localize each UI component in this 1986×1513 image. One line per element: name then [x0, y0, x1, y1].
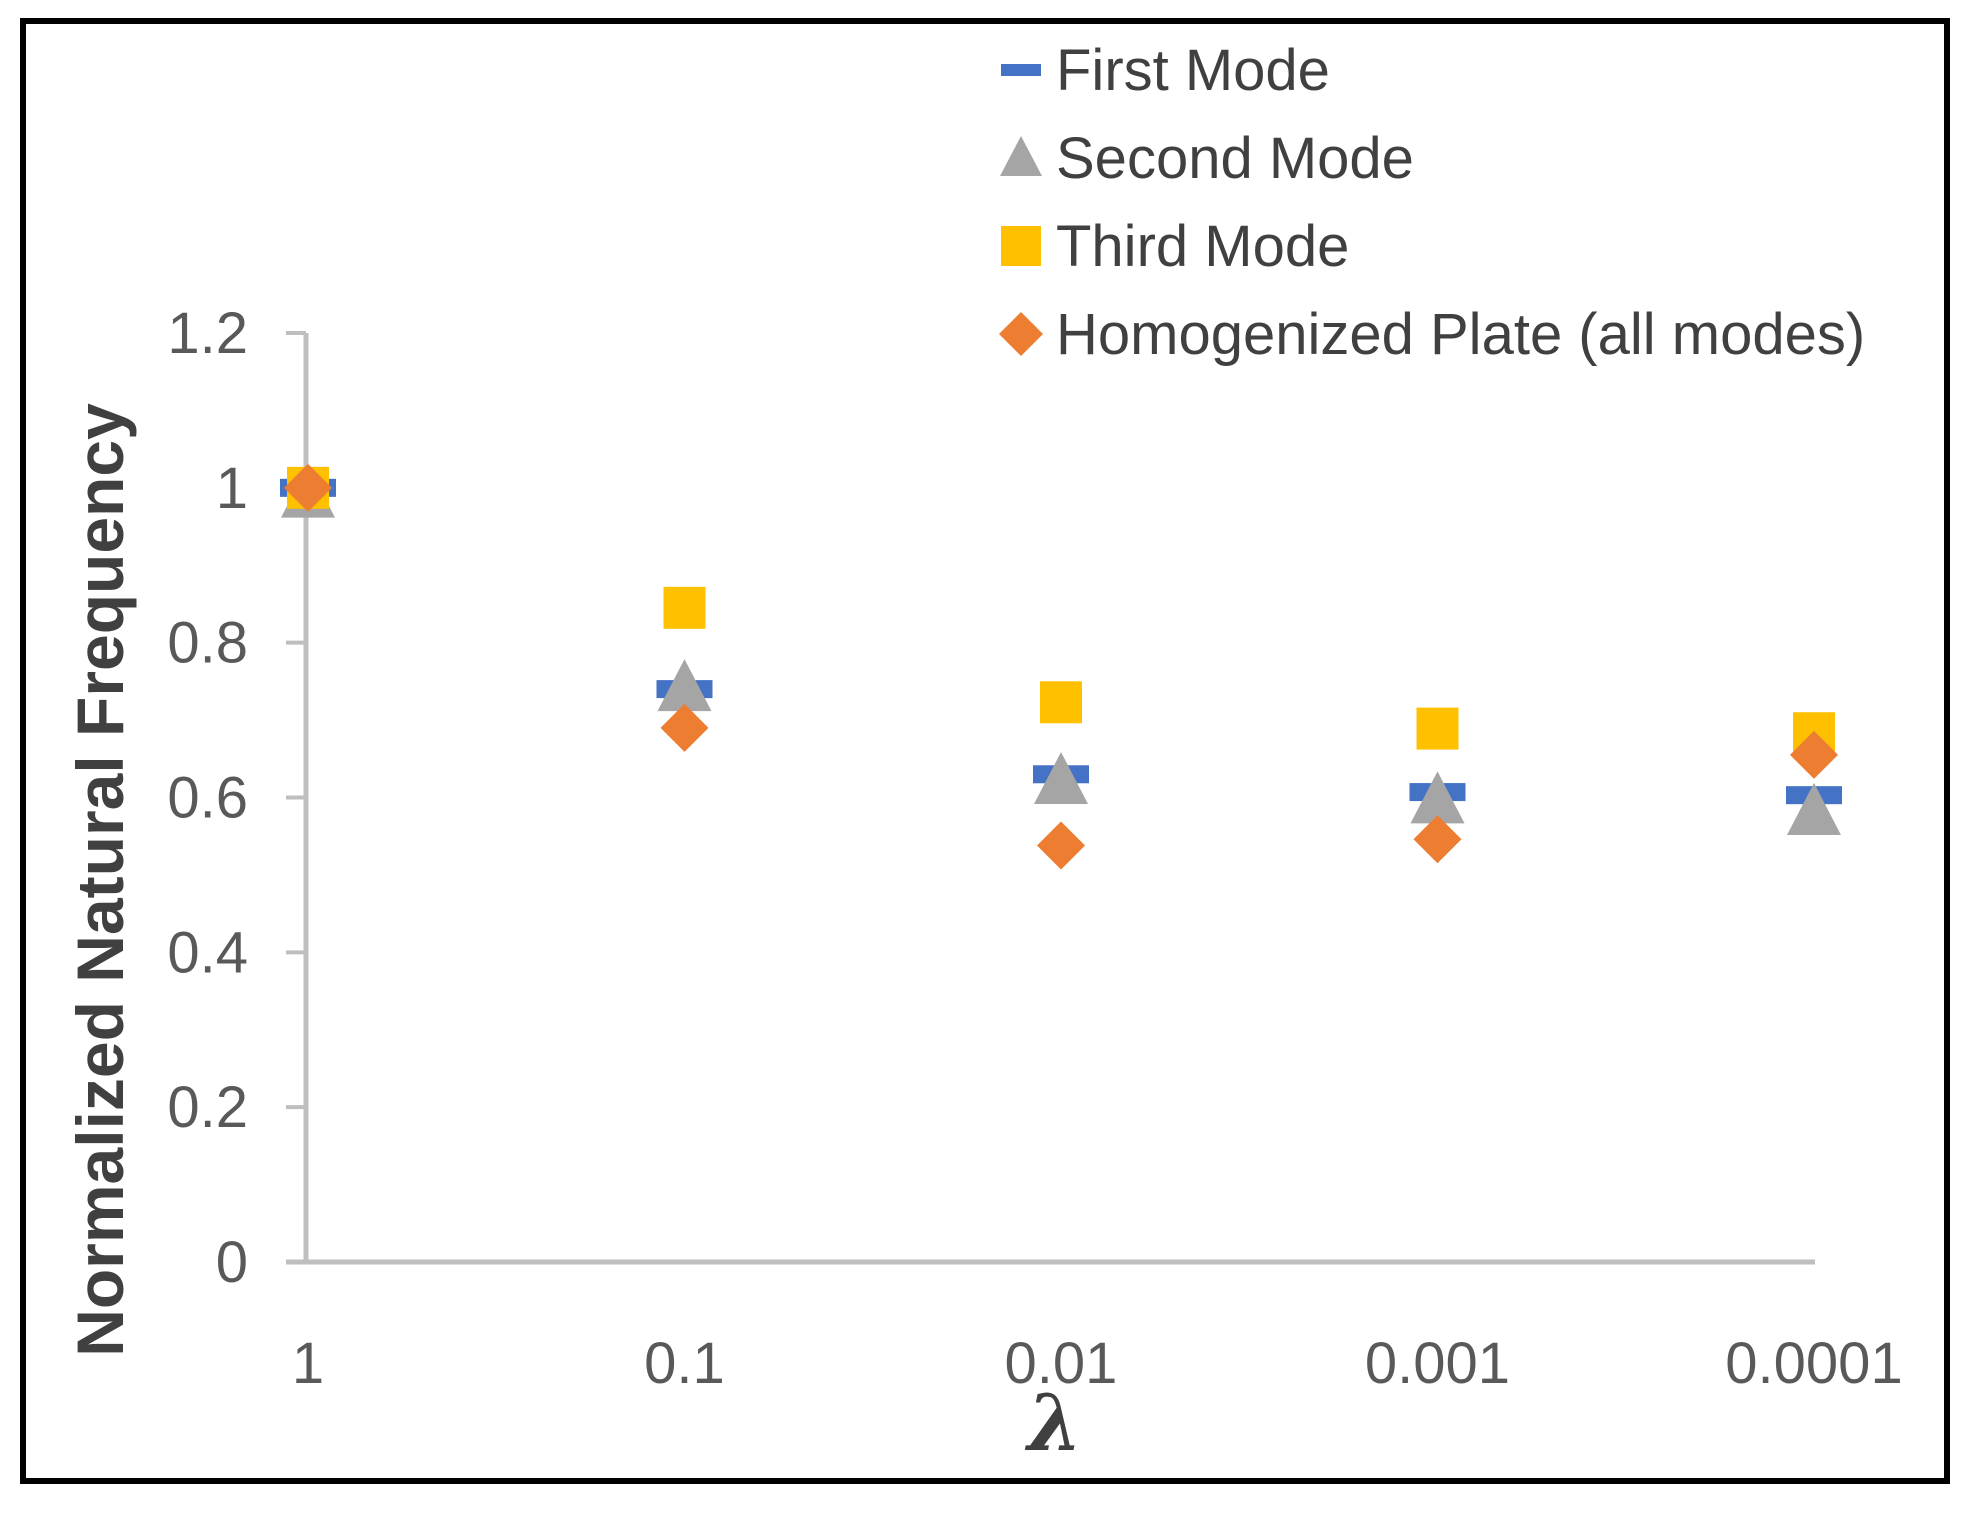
legend-marker-square [1001, 226, 1041, 266]
legend-marker-diamond [999, 312, 1043, 356]
legend-label: Second Mode [1056, 126, 1414, 191]
x-tick-label: 0.001 [1365, 1331, 1510, 1396]
legend-marker-dash [1001, 64, 1041, 76]
legend-label: Homogenized Plate (all modes) [1056, 302, 1865, 367]
legend: First Mode Second Mode Third Mode Homogeniz… [999, 38, 1865, 367]
data-point-diamond [660, 703, 709, 752]
y-tick-label: 1.2 [167, 301, 248, 366]
x-tick-label: 0.01 [1005, 1331, 1118, 1396]
legend-item: First Mode [1001, 38, 1330, 103]
data-point-triangle [1034, 752, 1088, 805]
series-triangle-points [281, 465, 1841, 835]
y-tick-label: 0 [216, 1230, 248, 1295]
chart-frame [20, 18, 1950, 1484]
data-point-diamond [284, 463, 332, 512]
data-marks [280, 463, 1842, 870]
data-point-triangle [657, 659, 712, 712]
tick-labels: 0 0.2 0.4 0.6 0.8 1 1.2 1 0.1 0.01 0.001 0.0001 [167, 301, 1902, 1396]
x-tick-label: 0.0001 [1725, 1331, 1902, 1396]
series-diamond-points [284, 463, 1838, 870]
y-tick-label: 0.4 [167, 920, 248, 985]
legend-item: Third Mode [1001, 214, 1349, 279]
data-point-triangle [1787, 782, 1841, 835]
y-tick-label: 1 [216, 456, 248, 521]
legend-item: Second Mode [1000, 126, 1414, 191]
y-axis-label: Normalized Natural Frequency [63, 403, 137, 1357]
x-tick-label: 1 [292, 1331, 324, 1396]
data-point-diamond [1790, 730, 1838, 779]
legend-label: First Mode [1056, 38, 1330, 103]
data-point-square [663, 586, 706, 629]
data-point-triangle [1410, 771, 1465, 824]
data-point-diamond [1037, 821, 1085, 870]
legend-marker-triangle [1000, 136, 1042, 176]
series-square-points [287, 466, 1835, 755]
x-axis-label: λ [1025, 1378, 1083, 1469]
y-tick-label: 0.2 [167, 1075, 248, 1140]
legend-item: Homogenized Plate (all modes) [999, 302, 1865, 367]
data-point-square [1040, 681, 1082, 724]
y-tick-label: 0.6 [167, 766, 248, 831]
y-tick-label: 0.8 [167, 611, 248, 676]
x-tick-label: 0.1 [644, 1331, 725, 1396]
data-point-diamond [1413, 815, 1462, 864]
legend-label: Third Mode [1056, 214, 1349, 279]
data-point-square [1416, 707, 1459, 750]
